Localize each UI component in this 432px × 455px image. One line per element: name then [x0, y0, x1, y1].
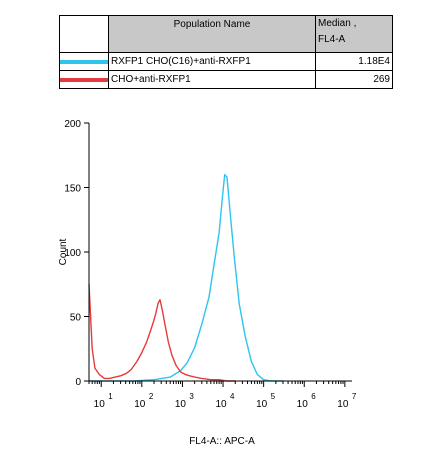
x-tick-label: 10 [134, 399, 146, 410]
x-tick-label: 10 [337, 399, 349, 410]
y-tick-label: 100 [64, 248, 81, 259]
x-tick-label: 10 [175, 399, 187, 410]
y-tick-label: 200 [64, 119, 81, 130]
x-tick-label: 10 [94, 399, 106, 410]
x-tick-exponent: 3 [189, 392, 194, 401]
legend-row-median: 269 [315, 70, 393, 89]
x-tick-label: 10 [297, 399, 309, 410]
x-tick-exponent: 7 [352, 392, 357, 401]
legend-header-median-line2: FL4-A [318, 34, 346, 45]
legend-swatch-red [60, 77, 108, 82]
x-tick-exponent: 5 [271, 392, 276, 401]
x-axis-label: FL4-A:: APC-A [189, 436, 255, 447]
legend-header-median-line1: Median , [318, 18, 357, 29]
y-tick-label: 50 [70, 313, 82, 324]
y-tick-label: 150 [64, 184, 81, 195]
x-tick-exponent: 1 [108, 392, 113, 401]
legend-header-name: Population Name [108, 15, 316, 53]
legend-table: Population Name Median , FL4-A RXFP1 CHO… [59, 15, 393, 89]
x-tick-exponent: 4 [230, 392, 235, 401]
y-tick-label: 0 [75, 377, 81, 388]
legend-header-row: Population Name Median , FL4-A [59, 15, 393, 53]
x-tick-exponent: 6 [311, 392, 316, 401]
series-line-cyan [89, 173, 283, 382]
y-axis-label: Count [58, 238, 69, 265]
x-tick-exponent: 2 [149, 392, 154, 401]
legend-swatch-cyan [60, 59, 108, 64]
x-tick-label: 10 [256, 399, 268, 410]
legend-row: CHO+anti-RXFP1 269 [59, 70, 393, 89]
legend-header-median: Median , FL4-A [315, 15, 393, 53]
legend-row-name: CHO+anti-RXFP1 [108, 70, 316, 89]
series-line-red [88, 284, 236, 382]
x-tick-label: 10 [215, 399, 227, 410]
legend-row: RXFP1 CHO(C16)+anti-RXFP1 1.18E4 [59, 52, 393, 71]
